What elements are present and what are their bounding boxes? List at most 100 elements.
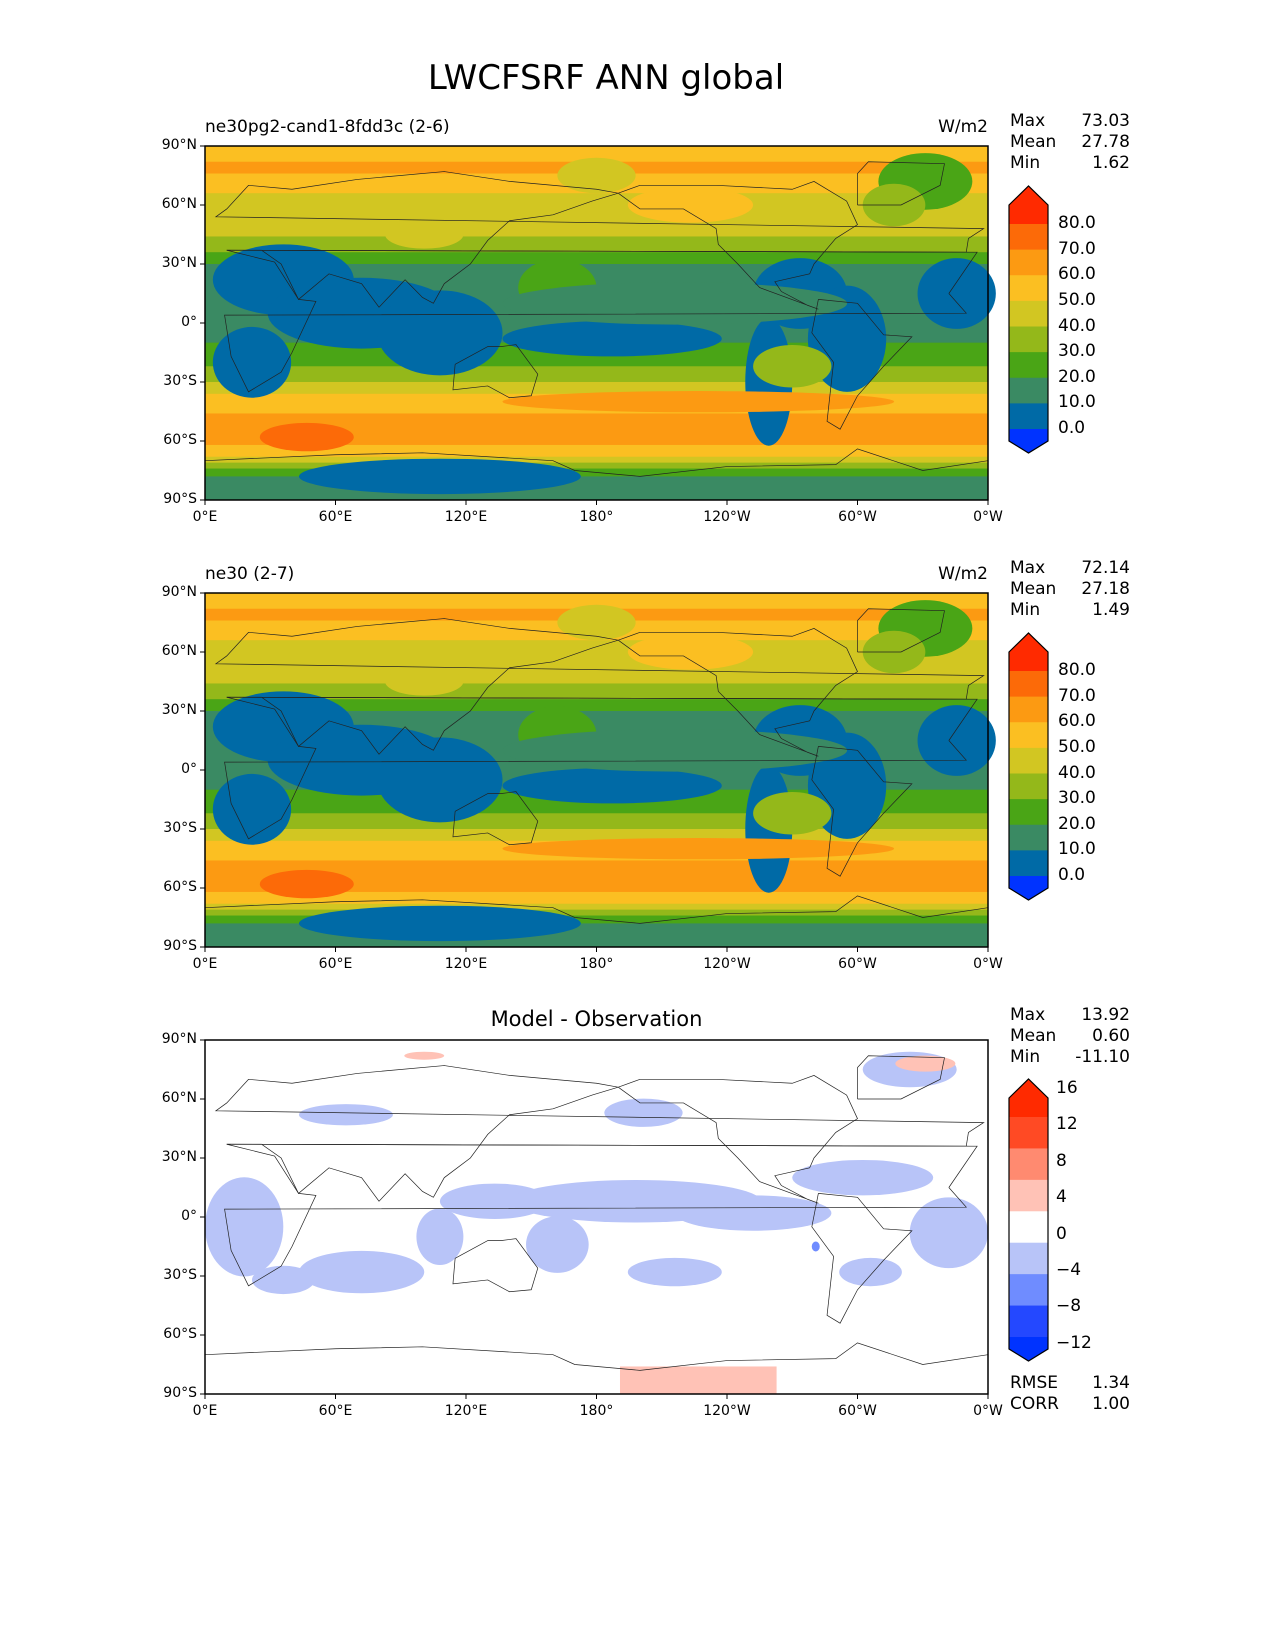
coastline — [857, 1055, 945, 1100]
contour-region — [753, 792, 832, 835]
lon-tick-label: 180° — [579, 509, 614, 525]
units-label: W/m2 — [938, 117, 988, 137]
lon-tick-label: 0°W — [973, 509, 1003, 525]
contour-region — [502, 768, 722, 804]
stat-label: Max — [1010, 1005, 1046, 1025]
colorbar-extend-min — [1009, 876, 1048, 900]
stat-row: Min -11.10 — [1010, 1047, 1130, 1068]
stat-row: Mean 0.60 — [1010, 1026, 1130, 1047]
colorbar-label: 8 — [1056, 1150, 1067, 1171]
colorbar-segment — [1009, 326, 1048, 353]
lon-tick-label: 60°E — [318, 509, 353, 525]
lat-tick-label: 30°S — [163, 373, 197, 389]
colorbar-label: −12 — [1056, 1332, 1092, 1353]
colorbar-label: 80.0 — [1058, 660, 1096, 680]
colorbar-label: 60.0 — [1058, 264, 1096, 285]
contour-band — [205, 456, 988, 464]
colorbar-label: 20.0 — [1058, 813, 1096, 834]
coastline — [452, 344, 539, 399]
colorbar-segment — [1009, 671, 1048, 698]
colorbar-segment — [1009, 377, 1048, 404]
lat-tick-label: 90°N — [161, 1031, 197, 1047]
coastline — [618, 1075, 858, 1204]
negative-anomaly-region — [298, 1250, 425, 1294]
contour-band — [205, 382, 988, 395]
stat-value: 1.62 — [1092, 153, 1130, 173]
stat-row: Mean 27.78 — [1010, 132, 1130, 153]
positive-anomaly-region — [404, 1051, 445, 1060]
contour-region — [298, 458, 581, 495]
lon-tick-label: 60°W — [838, 1403, 877, 1419]
negative-anomaly-region — [811, 1241, 820, 1252]
lat-tick-label: 90°S — [163, 491, 197, 507]
stat-value: 1.34 — [1092, 1373, 1130, 1393]
stat-label: Max — [1010, 111, 1046, 131]
colorbar-segment — [1009, 403, 1048, 430]
stat-row: Max 72.14 — [1010, 558, 1130, 579]
contour-region — [259, 869, 354, 899]
coastline — [811, 746, 913, 877]
stat-value: 72.14 — [1081, 558, 1130, 578]
rmse-corr-box: RMSE 1.34 CORR 1.00 — [1010, 1373, 1130, 1415]
lon-tick-label: 120°W — [703, 509, 751, 525]
colorbar-extend-min — [1009, 1337, 1048, 1361]
stat-label: Min — [1010, 1047, 1041, 1067]
colorbar-label: 10.0 — [1058, 392, 1096, 413]
map-panel-2 — [200, 592, 996, 952]
colorbar-label: 0.0 — [1058, 865, 1086, 885]
lat-tick-label: 30°N — [161, 702, 197, 718]
colorbar-label: 50.0 — [1058, 289, 1096, 310]
stat-label: CORR — [1010, 1394, 1059, 1414]
negative-anomaly-region — [674, 1195, 832, 1231]
colorbar-segment — [1009, 1211, 1048, 1244]
contour-band — [205, 903, 988, 911]
coastline — [857, 161, 945, 206]
figure-title: LWCFSRF ANN global — [427, 58, 785, 98]
colorbar-segment — [1009, 1117, 1048, 1149]
stat-label: Mean — [1010, 132, 1057, 152]
stat-value: -11.10 — [1075, 1047, 1130, 1067]
colorbar-label: −8 — [1056, 1296, 1082, 1317]
lat-tick-label: 90°N — [161, 584, 197, 600]
contour-region — [502, 321, 722, 357]
colorbar-segment — [1009, 773, 1048, 800]
contour-band — [205, 146, 988, 163]
coastline — [618, 181, 858, 310]
stat-value: 1.00 — [1092, 1394, 1130, 1414]
negative-anomaly-region — [627, 1257, 722, 1287]
contour-region — [753, 345, 832, 388]
contour-region — [385, 220, 464, 249]
contour-region — [385, 667, 464, 696]
lat-tick-label: 90°S — [163, 938, 197, 954]
colorbar-label: 40.0 — [1058, 315, 1096, 336]
coastline — [811, 299, 913, 430]
contour-region — [502, 282, 848, 325]
colorbar-label: 10.0 — [1058, 839, 1096, 860]
colorbar-segment — [1009, 824, 1048, 851]
panel-title: ne30 (2-7) — [205, 564, 295, 584]
negative-anomaly-region — [526, 1216, 589, 1273]
negative-anomaly-region — [604, 1098, 683, 1127]
contour-region — [502, 838, 895, 860]
stat-label: RMSE — [1010, 1373, 1059, 1393]
lon-tick-label: 120°W — [703, 956, 751, 972]
lon-tick-label: 60°E — [318, 956, 353, 972]
negative-anomaly-region — [298, 1104, 393, 1126]
colorbar-label: 12 — [1056, 1114, 1078, 1135]
contour-region — [377, 290, 503, 376]
lon-tick-label: 0°E — [192, 1403, 218, 1419]
stat-value: 13.92 — [1081, 1005, 1130, 1025]
coastline — [811, 1193, 913, 1324]
lat-tick-label: 30°N — [161, 1149, 197, 1165]
lon-tick-label: 120°E — [444, 509, 488, 525]
contour-band — [205, 667, 988, 684]
lat-tick-label: 30°N — [161, 255, 197, 271]
colorbar-label: 60.0 — [1058, 711, 1096, 732]
lon-tick-label: 60°W — [838, 509, 877, 525]
lat-tick-label: 60°N — [161, 643, 197, 659]
negative-anomaly-region — [839, 1257, 902, 1287]
contour-band — [205, 220, 988, 237]
colorbar-segment — [1009, 799, 1048, 826]
negative-anomaly-region — [792, 1159, 934, 1196]
colorbar-label: 50.0 — [1058, 736, 1096, 757]
